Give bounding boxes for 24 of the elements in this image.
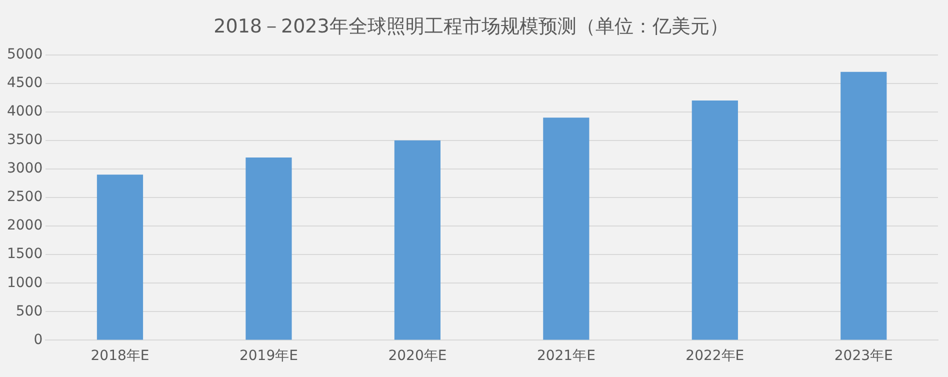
y-tick-label: 1500 — [6, 246, 43, 262]
bar — [394, 140, 441, 340]
x-tick-label: 2019年E — [239, 348, 298, 364]
x-tick-label: 2022年E — [686, 348, 744, 364]
bar — [840, 72, 887, 340]
y-tick-label: 4500 — [6, 74, 43, 91]
y-tick-label: 1000 — [6, 274, 43, 291]
y-tick-label: 0 — [34, 332, 43, 348]
y-tick-label: 2000 — [6, 218, 43, 234]
y-tick-label: 3500 — [6, 132, 43, 148]
bar — [692, 100, 738, 340]
x-tick-label: 2020年E — [388, 348, 447, 364]
y-tick-label: 3000 — [6, 160, 43, 177]
y-tick-label: 4000 — [6, 104, 43, 120]
x-tick-label: 2018年E — [90, 348, 150, 364]
bar — [246, 158, 292, 340]
y-tick-label: 2500 — [6, 189, 43, 206]
bar — [543, 118, 590, 340]
y-tick-label: 500 — [16, 303, 43, 320]
y-tick-label: 5000 — [6, 46, 43, 62]
chart-title: 2018－2023年全球照明工程市场规模预测（单位：亿美元） — [214, 15, 728, 38]
bar — [96, 174, 144, 340]
x-tick-label: 2021年E — [536, 348, 596, 364]
x-tick-label: 2023年E — [834, 348, 893, 364]
